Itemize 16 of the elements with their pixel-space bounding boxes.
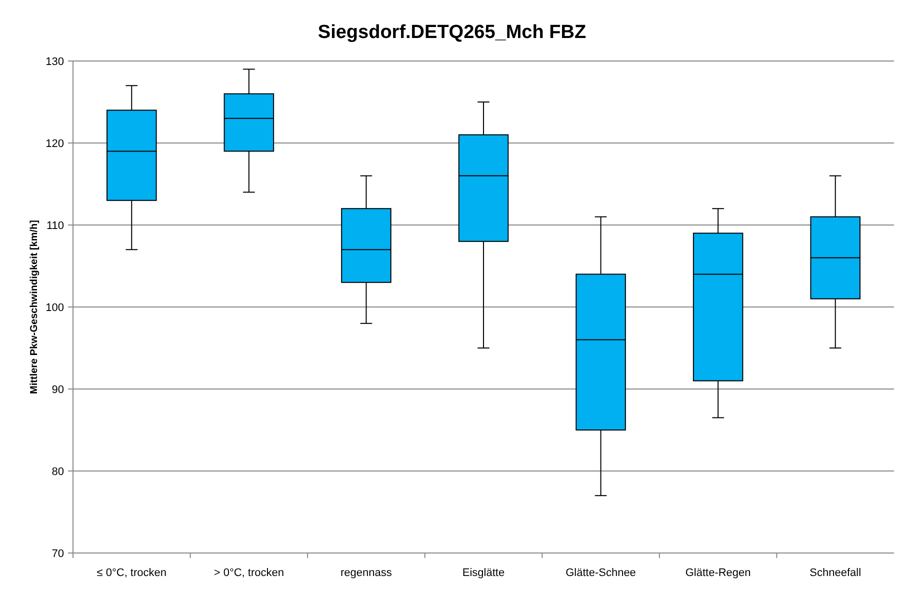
y-tick-label: 110 [46, 220, 64, 232]
chart-title: Siegsdorf.DETQ265_Mch FBZ [318, 22, 586, 43]
y-tick-label: 80 [52, 466, 64, 478]
x-tick-label: Schneefall [810, 567, 862, 579]
y-tick-label: 90 [52, 384, 64, 396]
x-tick-label: Eisglätte [462, 567, 505, 579]
y-tick-label: 100 [46, 302, 64, 314]
x-tick-label: regennass [340, 567, 392, 579]
x-tick-label: Glätte-Regen [685, 567, 751, 579]
y-axis-title: Mittlere Pkw-Geschwindigkeit [km/h] [29, 220, 40, 394]
x-tick-label: Glätte-Schnee [566, 567, 636, 579]
x-tick-label: ≤ 0°C, trocken [96, 567, 167, 579]
y-tick-label: 130 [46, 56, 64, 68]
y-tick-label: 120 [46, 138, 64, 150]
x-tick-label: > 0°C, trocken [214, 567, 284, 579]
y-tick-label: 70 [52, 548, 64, 560]
